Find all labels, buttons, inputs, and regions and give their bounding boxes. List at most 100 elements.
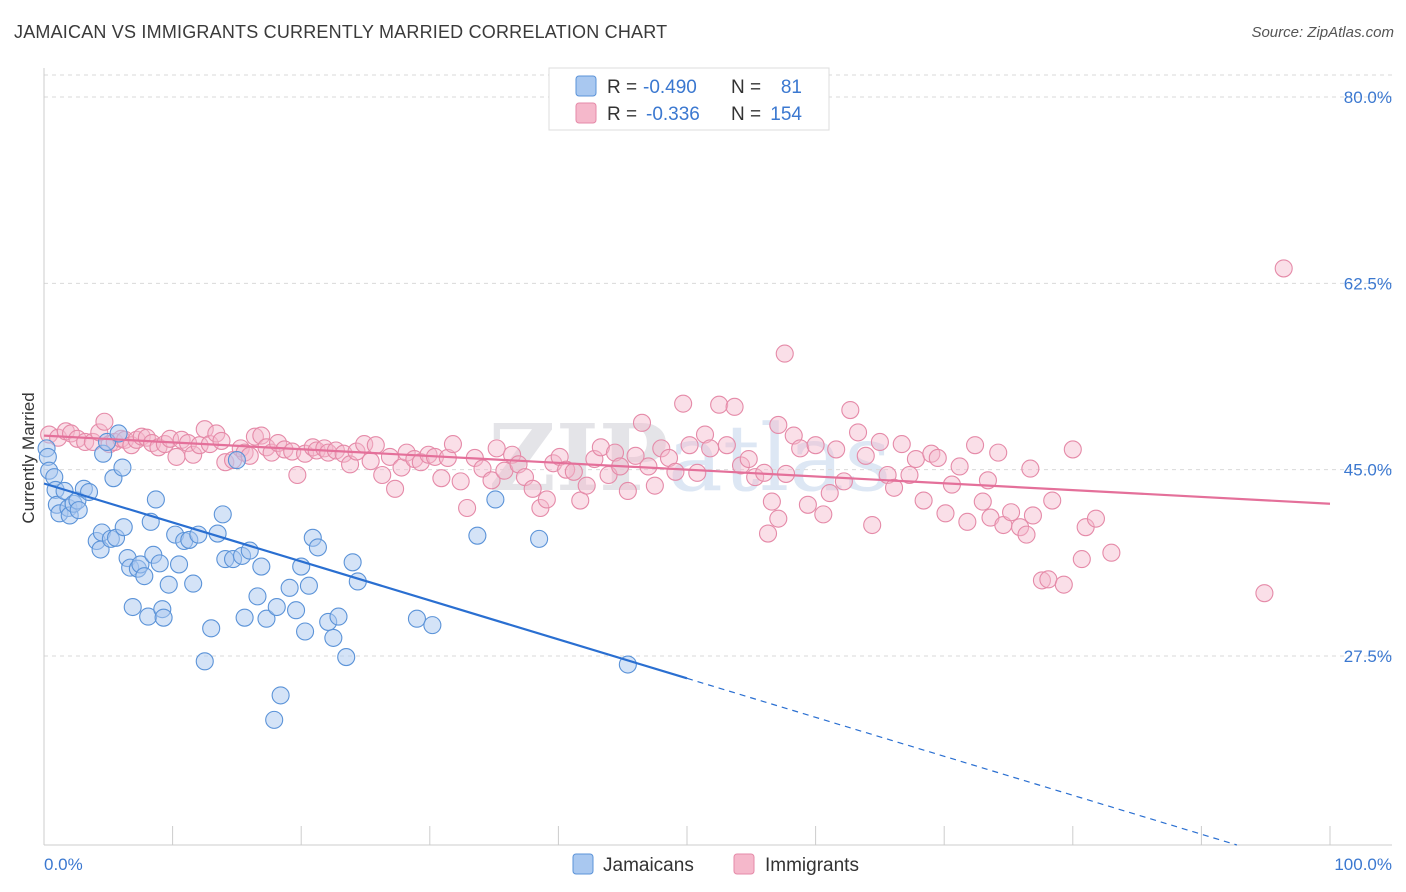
immigrants-point <box>725 397 744 416</box>
y-tick-label: 45.0% <box>1344 461 1392 480</box>
chart-title: JAMAICAN VS IMMIGRANTS CURRENTLY MARRIED… <box>14 22 668 42</box>
jamaicans-point <box>296 622 315 641</box>
bottom-legend-swatch-jamaicans <box>572 853 594 875</box>
immigrants-point <box>791 439 810 458</box>
immigrants-point <box>432 469 451 488</box>
immigrants-point <box>870 432 889 452</box>
immigrants-point <box>386 479 405 498</box>
jamaicans-point <box>265 710 284 729</box>
y-tick-label: 80.0% <box>1344 88 1392 107</box>
jamaicans-point <box>423 616 442 635</box>
immigrants-point <box>366 436 385 455</box>
immigrants-point <box>680 436 699 455</box>
immigrants-point <box>443 435 462 454</box>
immigrants-point <box>212 431 231 450</box>
legend-r-value-1: -0.490 <box>643 77 697 98</box>
immigrants-point <box>1255 584 1274 603</box>
immigrants-point <box>710 395 729 414</box>
immigrants-point <box>739 449 758 469</box>
immigrants-point <box>928 448 947 468</box>
immigrants-point <box>458 498 477 518</box>
bottom-legend-immigrants: Immigrants <box>765 855 859 876</box>
immigrants-point <box>966 436 985 455</box>
immigrants-point <box>1021 459 1040 478</box>
immigrants-point <box>1032 571 1051 590</box>
immigrants-point <box>487 439 506 458</box>
source-label: Source: ZipAtlas.com <box>1251 24 1394 41</box>
jamaicans-point <box>271 686 290 705</box>
legend-swatch-immigrants <box>575 102 597 124</box>
watermark-zip: ZIP <box>489 404 668 512</box>
immigrants-point <box>914 491 933 510</box>
jamaicans-point <box>287 601 306 620</box>
jamaicans-point <box>486 490 505 509</box>
immigrants-point <box>577 476 596 495</box>
immigrants-point <box>288 465 307 485</box>
y-tick-label: 62.5% <box>1344 274 1392 293</box>
legend-swatch-jamaicans <box>575 75 597 97</box>
legend-n-label-2: N = <box>731 104 761 125</box>
immigrants-point <box>632 413 652 432</box>
immigrants-point <box>798 495 817 514</box>
jamaicans-point <box>235 608 254 627</box>
immigrants-point <box>373 465 392 485</box>
immigrants-point <box>503 445 522 464</box>
jamaicans-point <box>184 574 203 593</box>
immigrants-point <box>245 427 264 446</box>
immigrants-point <box>523 479 542 498</box>
jamaicans-point <box>154 608 173 627</box>
jamaicans-point <box>252 557 271 576</box>
immigrants-point <box>758 524 778 543</box>
jamaicans-point <box>267 597 286 617</box>
immigrants-point <box>626 446 645 465</box>
immigrants-point <box>950 457 969 476</box>
immigrants-point <box>863 515 882 535</box>
immigrants-point <box>900 465 919 485</box>
immigrants-point <box>936 504 955 523</box>
legend-n-label-1: N = <box>731 77 761 98</box>
immigrants-point <box>1023 506 1042 525</box>
y-axis-label: Currently Married <box>19 392 38 523</box>
immigrants-point <box>645 476 664 495</box>
jamaicans-point <box>109 424 128 443</box>
immigrants-point <box>1054 575 1073 594</box>
immigrants-point <box>1072 550 1091 569</box>
immigrants-point <box>717 436 736 455</box>
jamaicans-point <box>189 525 208 544</box>
immigrants-point <box>666 462 685 481</box>
immigrants-point <box>252 426 271 445</box>
jamaicans-trend-line <box>43 482 688 680</box>
immigrants-point <box>814 505 833 524</box>
jamaicans-point <box>308 538 327 557</box>
jamaicans-point <box>113 458 132 477</box>
jamaicans-point <box>114 518 133 537</box>
jamaicans-trend-extension <box>686 677 1238 846</box>
immigrants-point <box>585 449 604 469</box>
immigrants-point <box>1002 503 1021 522</box>
jamaicans-point <box>280 578 299 597</box>
jamaicans-point <box>146 490 165 509</box>
jamaicans-point <box>407 609 426 628</box>
immigrants-point <box>618 481 637 501</box>
immigrants-point <box>820 484 839 503</box>
jamaicans-point <box>227 451 246 470</box>
immigrants-point <box>1086 509 1105 528</box>
jamaicans-point <box>324 628 343 647</box>
jamaicans-point <box>202 619 221 638</box>
jamaicans-point <box>213 505 232 524</box>
immigrants-point <box>762 492 781 511</box>
immigrants-point <box>652 439 671 458</box>
immigrants-point <box>848 423 868 442</box>
immigrants-point <box>1039 570 1058 589</box>
legend-n-value-1: 81 <box>781 77 802 98</box>
bottom-legend: Jamaicans Immigrants <box>572 853 859 876</box>
jamaicans-point <box>248 587 267 606</box>
immigrants-point <box>806 436 825 455</box>
jamaicans-point <box>257 609 276 628</box>
immigrants-point <box>769 415 788 434</box>
immigrants-point <box>167 447 186 466</box>
bottom-legend-jamaicans: Jamaicans <box>603 855 694 876</box>
immigrants-point <box>884 478 904 497</box>
immigrants-point <box>184 445 203 464</box>
